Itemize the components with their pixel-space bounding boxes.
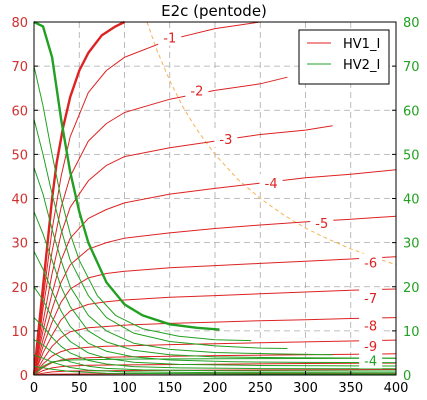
y-right-tick-label: 40 xyxy=(403,193,420,208)
hv2-series-line xyxy=(33,354,397,374)
y-right-tick-label: 50 xyxy=(403,148,420,163)
legend: HV1_I HV2_I xyxy=(298,29,390,85)
y-tick-label: 0 xyxy=(20,369,28,384)
x-tick-label: 400 xyxy=(384,381,409,396)
y-right-tick-label: 30 xyxy=(403,237,420,252)
hv1-series-line xyxy=(33,317,397,376)
series-group xyxy=(32,20,397,376)
hv2-series-line xyxy=(33,286,397,367)
y-tick-label: 70 xyxy=(11,60,28,75)
curve-label: -8 xyxy=(364,320,377,335)
hv1-series-line xyxy=(33,339,397,376)
hv2-series-line xyxy=(33,65,252,342)
y-tick-label: 10 xyxy=(11,325,28,340)
hv2-series-line xyxy=(33,365,397,375)
x-tick-label: 50 xyxy=(71,381,88,396)
pmax-curve xyxy=(146,21,397,266)
curve-label-bg xyxy=(214,129,238,147)
legend-label: HV2_I xyxy=(343,58,380,73)
curve-label-bg xyxy=(158,28,182,46)
curve-labels: -1-2-3-4-5-6-7-8-9-4 xyxy=(158,28,383,369)
curve-label: -2 xyxy=(190,84,203,99)
curve-label: -1 xyxy=(163,31,176,46)
curve-label: -7 xyxy=(364,292,377,307)
y-right-tick-label: 70 xyxy=(403,60,420,75)
hv1-series-line xyxy=(33,169,397,376)
curve-label-bg xyxy=(185,81,209,99)
curve-label-bg xyxy=(359,351,383,369)
curve-label: -4 xyxy=(364,354,377,369)
curve-label-bg xyxy=(359,253,383,271)
y-right-tick-label: 80 xyxy=(403,16,420,31)
y-tick-label: 50 xyxy=(11,148,28,163)
x-tick-label: 150 xyxy=(157,381,182,396)
curve-label: -6 xyxy=(364,256,377,271)
y-tick-label: 40 xyxy=(11,193,28,208)
y-tick-label: 60 xyxy=(11,104,28,119)
hv2-series-line xyxy=(33,167,333,356)
curve-label: -5 xyxy=(315,217,328,232)
hv2-series-line xyxy=(33,211,397,359)
hv1-series-line xyxy=(33,76,288,376)
hv2-series-line xyxy=(33,317,397,370)
x-tick-label: 300 xyxy=(293,381,318,396)
y-tick-label: 80 xyxy=(11,16,28,31)
hv2-series-line xyxy=(33,251,397,364)
hv2-series-line xyxy=(33,20,220,331)
hv2-series-line xyxy=(33,357,397,376)
curve-label-bg xyxy=(359,316,383,334)
curve-label-bg xyxy=(359,288,383,306)
x-tick-label: 100 xyxy=(112,381,137,396)
curve-label: -3 xyxy=(219,133,232,148)
curve-label: -4 xyxy=(265,177,278,192)
hv2-series-line xyxy=(33,118,288,349)
y-tick-label: 30 xyxy=(11,237,28,252)
grid-lines xyxy=(34,22,396,375)
hv1-series-line xyxy=(33,353,397,376)
y-right-tick-label: 60 xyxy=(403,104,420,119)
hv1-series-line xyxy=(33,125,333,376)
legend-label: HV1_I xyxy=(343,37,380,52)
chart-title: E2c (pentode) xyxy=(161,2,267,20)
x-tick-label: 0 xyxy=(30,381,38,396)
y-right-tick-label: 10 xyxy=(403,325,420,340)
curve-label-bg xyxy=(259,174,283,192)
x-tick-label: 250 xyxy=(248,381,273,396)
curve-label-bg xyxy=(359,336,383,354)
y-right-tick-label: 0 xyxy=(403,369,411,384)
x-tick-label: 200 xyxy=(203,381,228,396)
max-dissipation-curve xyxy=(146,21,397,266)
x-tick-label: 350 xyxy=(338,381,363,396)
hv1-series-line xyxy=(33,362,397,376)
hv2-series-line xyxy=(33,339,397,372)
curve-label-bg xyxy=(310,213,334,231)
hv1-series-line xyxy=(33,256,397,376)
y-tick-label: 20 xyxy=(11,281,28,296)
curve-label: -9 xyxy=(364,340,377,355)
legend-box xyxy=(298,29,390,85)
y-right-tick-label: 20 xyxy=(403,281,420,296)
